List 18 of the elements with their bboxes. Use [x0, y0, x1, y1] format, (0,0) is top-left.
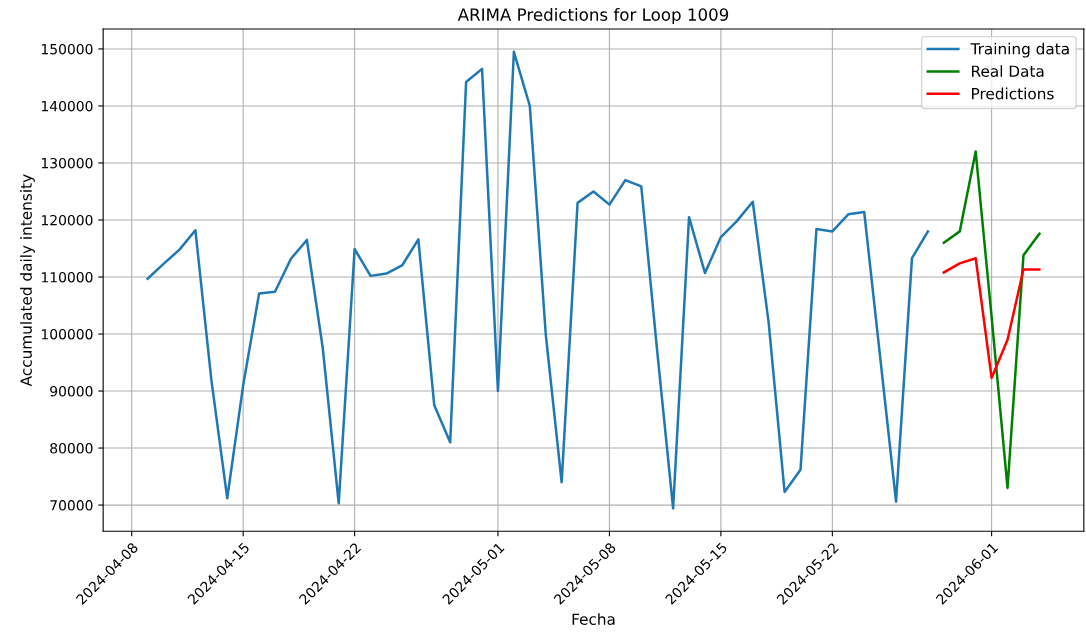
line-series [942, 150, 1041, 490]
y-tick-label: 140000 [41, 100, 93, 112]
y-tick-label: 150000 [41, 43, 93, 55]
legend-label: Predictions [972, 87, 1054, 100]
y-tick-label: 70000 [50, 500, 93, 511]
legend-label: Real Data [972, 65, 1044, 77]
y-tick-label: 80000 [50, 443, 93, 454]
line-series [146, 50, 930, 510]
y-tick-label: 120000 [41, 214, 93, 226]
legend-label: Training data [970, 42, 1069, 58]
y-tick-label: 100000 [41, 328, 93, 340]
y-tick-label: 130000 [41, 157, 93, 169]
y-tick-label: 110000 [41, 271, 93, 283]
line-series [942, 256, 1041, 380]
chart-title: ARIMA Predictions for Loop 1009 [457, 7, 729, 25]
x-axis-title: Fecha [572, 613, 615, 625]
y-axis-title: Accumulated daily intensity [20, 174, 35, 387]
y-tick-label: 90000 [50, 386, 93, 397]
